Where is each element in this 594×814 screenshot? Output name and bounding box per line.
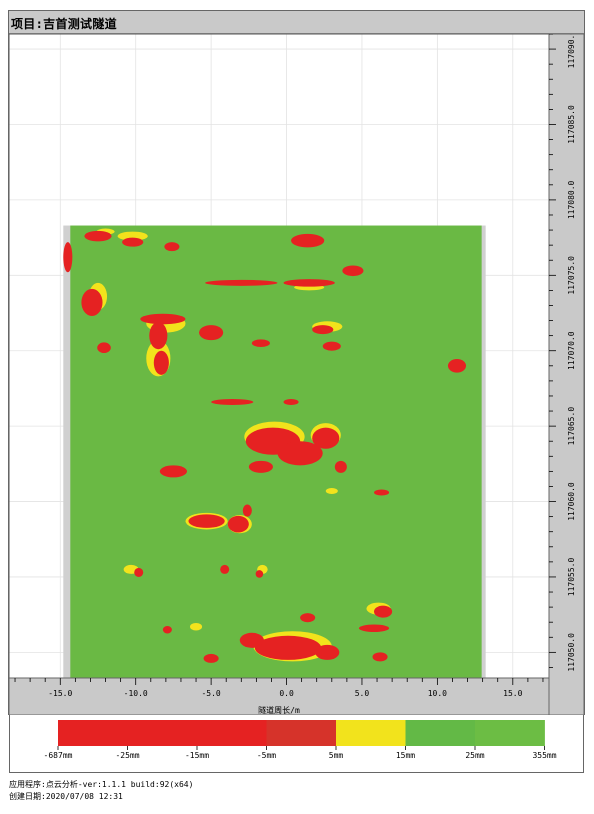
red-region-31 (255, 570, 264, 578)
red-region-10 (153, 350, 169, 375)
red-region-15 (251, 339, 270, 347)
yellow-region-16 (325, 487, 338, 494)
legend-label-5: 15mm (396, 751, 415, 760)
legend-label-4: 5mm (329, 751, 344, 760)
red-region-35 (254, 635, 322, 660)
title-bar: 项目:吉首测试隧道 (9, 11, 584, 34)
heatmap-layer (63, 225, 486, 678)
x-tick-label-3: 0.0 (279, 689, 294, 698)
legend-swatch-1 (127, 720, 198, 746)
y-tick-label-0: 117050.0 (567, 633, 576, 672)
y-tick-label-4: 117070.0 (567, 331, 576, 370)
red-region-32 (300, 613, 316, 623)
red-region-7 (81, 288, 103, 317)
application-info: 应用程序:点云分析-ver:1.1.1 build:92(x64) (9, 780, 194, 789)
red-region-8 (140, 313, 186, 325)
deviation-heatmap-chart: -15.0 -10.0 -5.0 0.0 5.0 10.0 15.0 117050.0117… (9, 34, 584, 715)
red-region-0 (84, 230, 112, 242)
legend-swatch-3 (266, 720, 337, 746)
red-region-39 (162, 625, 172, 634)
red-region-12 (97, 342, 111, 353)
y-tick-label-7: 117085.0 (567, 105, 576, 144)
y-tick-label-2: 117060.0 (567, 482, 576, 521)
red-region-28 (374, 489, 390, 496)
red-region-2 (164, 242, 180, 252)
x-tick-label-5: 10.0 (428, 689, 447, 698)
legend-label-1: -25mm (115, 751, 139, 760)
creation-date: 创建日期:2020/07/08 12:31 (9, 792, 123, 801)
legend-label-2: -15mm (185, 751, 209, 760)
legend-label-3: -5mm (257, 751, 276, 760)
red-region-21 (312, 427, 340, 449)
x-tick-label-1: -10.0 (124, 689, 148, 698)
x-axis: -15.0 -10.0 -5.0 0.0 5.0 10.0 15.0 (14, 678, 544, 698)
legend-label-6: 25mm (465, 751, 484, 760)
color-legend-scale: -687mm -25mm -15mm -5mm 5mm 15mm 25mm 355mm (44, 720, 557, 760)
legend-swatch-6 (475, 720, 545, 746)
red-region-38 (203, 653, 219, 663)
footer: 应用程序:点云分析-ver:1.1.1 build:92(x64) 创建日期:2… (9, 779, 193, 803)
legend-swatch-2 (197, 720, 267, 746)
red-region-37 (315, 644, 340, 660)
red-region-16 (447, 359, 467, 373)
x-tick-label-2: -5.0 (201, 689, 220, 698)
red-region-40 (372, 652, 388, 662)
y-tick-label-1: 117055.0 (567, 558, 576, 597)
red-region-27 (242, 504, 252, 517)
red-region-24 (159, 465, 187, 478)
red-region-9 (149, 322, 168, 350)
legend-label-0: -687mm (44, 751, 73, 760)
y-tick-label-5: 117075.0 (567, 256, 576, 295)
red-region-3 (291, 233, 325, 248)
x-tick-label-6: 15.0 (503, 689, 522, 698)
legend-label-7: 355mm (532, 751, 556, 760)
red-region-23 (248, 460, 273, 473)
red-region-30 (220, 564, 230, 574)
red-region-14 (322, 341, 341, 351)
red-region-1 (122, 237, 144, 247)
x-tick-label-4: 5.0 (355, 689, 370, 698)
legend-swatch-5 (405, 720, 476, 746)
x-axis-band (9, 677, 550, 715)
y-axis-band (548, 34, 584, 715)
red-region-36 (239, 632, 264, 648)
color-legend: -687mm -25mm -15mm -5mm 5mm 15mm 25mm 355mm (9, 715, 584, 773)
project-title: 项目:吉首测试隧道 (11, 17, 117, 31)
red-region-11 (199, 325, 224, 341)
red-region-41 (63, 242, 73, 273)
red-region-5 (283, 279, 335, 287)
red-region-17 (211, 398, 254, 406)
red-region-22 (334, 460, 347, 473)
x-axis-title: 隧道周长/m (258, 705, 300, 715)
red-region-13 (312, 325, 334, 335)
red-region-34 (358, 624, 390, 632)
red-region-4 (205, 279, 278, 286)
legend-swatch-4 (336, 720, 406, 746)
red-region-26 (227, 515, 249, 533)
yellow-region-0 (117, 231, 148, 241)
red-region-6 (342, 265, 364, 277)
legend-swatch-0 (58, 720, 128, 746)
y-axis: 117050.0 117055.0 117060.0 117065.0 117070.0… (549, 34, 576, 672)
x-tick-label-0: -15.0 (48, 689, 72, 698)
y-tick-label-8: 117090.0 (567, 34, 576, 68)
red-region-33 (374, 605, 393, 618)
red-region-25 (188, 514, 225, 528)
y-tick-label-6: 117080.0 (567, 180, 576, 219)
red-region-18 (283, 398, 299, 406)
y-tick-label-3: 117065.0 (567, 407, 576, 446)
yellow-region-14 (190, 622, 203, 631)
red-region-29 (134, 567, 144, 577)
red-region-20 (277, 441, 323, 466)
